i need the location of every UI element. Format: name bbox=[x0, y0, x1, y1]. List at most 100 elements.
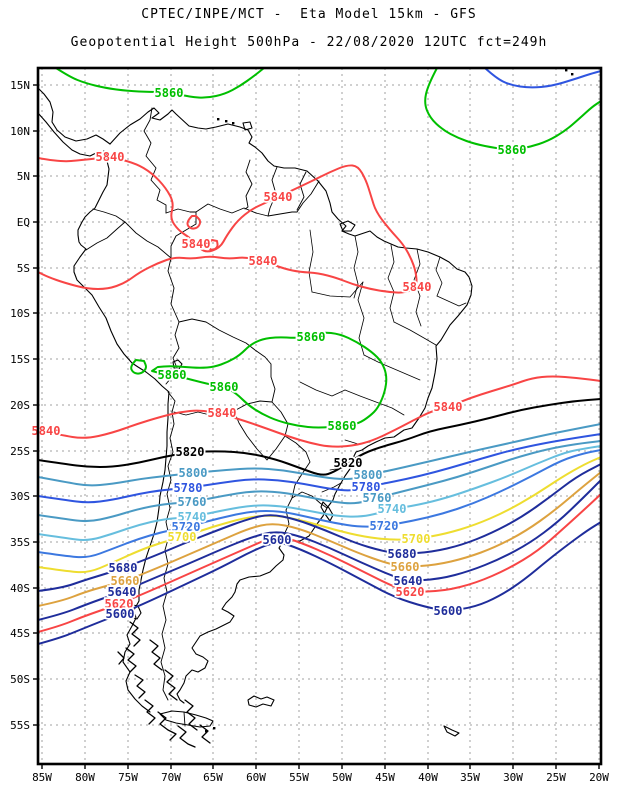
contour-5860-label: 5860 bbox=[155, 86, 184, 100]
island-outline bbox=[242, 121, 253, 131]
country-borders bbox=[85, 107, 328, 727]
y-axis-label: 10N bbox=[10, 125, 30, 138]
contour-5600-label: 5600 bbox=[434, 604, 463, 618]
contour-5860-label: 5860 bbox=[210, 380, 239, 394]
contour-5720-label: 5720 bbox=[172, 520, 201, 534]
contour-5860-line bbox=[55, 68, 265, 99]
state-borders bbox=[299, 229, 467, 493]
island-dot bbox=[213, 727, 216, 730]
contour-5720-line bbox=[38, 449, 601, 559]
contour-5680-label: 5680 bbox=[388, 547, 417, 561]
contour-5860-line bbox=[151, 331, 388, 429]
x-axis-label: 55W bbox=[289, 771, 309, 784]
coastline bbox=[109, 107, 473, 704]
contour-5700-label: 5700 bbox=[402, 532, 431, 546]
contour-5760-line bbox=[38, 440, 601, 523]
chart-title-line2: Geopotential Height 500hPa - 22/08/2020 … bbox=[70, 35, 548, 50]
contour-5780-label: 5780 bbox=[352, 480, 381, 494]
x-axis-label: 25W bbox=[546, 771, 566, 784]
y-axis-label: 45S bbox=[10, 627, 30, 640]
x-axis-label: 75W bbox=[118, 771, 138, 784]
y-axis-label: 20S bbox=[10, 399, 30, 412]
y-axis-label: 50S bbox=[10, 673, 30, 686]
x-axis-label: 30W bbox=[503, 771, 523, 784]
island-dot bbox=[232, 122, 235, 125]
map-frame bbox=[36, 66, 603, 766]
contour-5840-label: 5840 bbox=[264, 190, 293, 204]
y-axis-label: 5N bbox=[17, 170, 30, 183]
contour-5840-label: 5840 bbox=[403, 280, 432, 294]
island-dot bbox=[217, 118, 220, 121]
contour-5640-label: 5640 bbox=[108, 585, 137, 599]
contour-5840-line bbox=[38, 157, 418, 294]
contour-5760-label: 5760 bbox=[178, 495, 207, 509]
contour-5840-line bbox=[207, 239, 219, 251]
contour-5800-label: 5800 bbox=[354, 468, 383, 482]
y-axis-label: 5S bbox=[17, 262, 30, 275]
contour-5620-line bbox=[38, 493, 601, 633]
contour-5600-line bbox=[38, 521, 601, 645]
y-axis-label: 35S bbox=[10, 536, 30, 549]
y-axis-label: 15S bbox=[10, 353, 30, 366]
contour-labels: 5860 5860 5860 5860 5860 5860 5840 5840 5840 5840… bbox=[30, 84, 528, 623]
lat-lon-grid bbox=[38, 68, 601, 764]
contour-5840-line bbox=[38, 375, 601, 448]
contour-5680-line bbox=[38, 463, 601, 592]
contour-5720-label: 5720 bbox=[370, 519, 399, 533]
axis-ticks bbox=[33, 84, 600, 769]
contour-5740-line bbox=[38, 445, 601, 541]
contour-5860-label: 5860 bbox=[498, 143, 527, 157]
y-axis-label: 25S bbox=[10, 445, 30, 458]
contour-5840-label: 5840 bbox=[32, 424, 61, 438]
island-dot bbox=[565, 69, 568, 72]
contour-5680-label: 5680 bbox=[109, 561, 138, 575]
contour-5860-label: 5860 bbox=[297, 330, 326, 344]
x-axis-label: 85W bbox=[32, 771, 52, 784]
contour-5620-label: 5620 bbox=[396, 585, 425, 599]
contour-5620-label: 5620 bbox=[105, 597, 134, 611]
contour-5840-label: 5840 bbox=[249, 254, 278, 268]
contour-5700-line bbox=[38, 456, 601, 574]
contour-5800-label: 5800 bbox=[179, 466, 208, 480]
contour-5860-line bbox=[424, 68, 601, 151]
island-dot bbox=[205, 730, 208, 733]
x-axis-label: 65W bbox=[203, 771, 223, 784]
x-axis-label: 40W bbox=[418, 771, 438, 784]
contour-5700-label: 5700 bbox=[168, 530, 197, 544]
y-axis-label: 40S bbox=[10, 582, 30, 595]
contour-5860-label: 5860 bbox=[158, 368, 187, 382]
contour-5660-line bbox=[38, 471, 601, 607]
x-axis-label: 70W bbox=[161, 771, 181, 784]
island-outline bbox=[159, 710, 214, 728]
contour-5800-line bbox=[38, 423, 601, 487]
contour-5860-line bbox=[130, 359, 147, 375]
contour-5760-label: 5760 bbox=[363, 491, 392, 505]
contour-5780-label: 5780 bbox=[174, 481, 203, 495]
contour-5820-line bbox=[38, 398, 601, 476]
island-dot bbox=[225, 120, 228, 123]
contour-5840-label: 5840 bbox=[434, 400, 463, 414]
contour-5840-line bbox=[186, 215, 202, 230]
fjord-coastline bbox=[117, 621, 211, 748]
geography-layer bbox=[38, 69, 574, 748]
y-axis-label: 55S bbox=[10, 719, 30, 732]
contour-5780-line bbox=[38, 433, 601, 504]
y-axis-label: 10S bbox=[10, 307, 30, 320]
contour-5600-label: 5600 bbox=[263, 533, 292, 547]
contour-5840-label: 5840 bbox=[208, 406, 237, 420]
contour-5740-label: 5740 bbox=[178, 510, 207, 524]
y-axis-label: 15N bbox=[10, 79, 30, 92]
x-axis-label: 35W bbox=[460, 771, 480, 784]
contour-5840-label: 5840 bbox=[96, 150, 125, 164]
contour-5820-label: 5820 bbox=[176, 445, 205, 459]
contour-lines bbox=[38, 68, 601, 645]
contour-5740-label: 5740 bbox=[378, 502, 407, 516]
contour-5840-label: 5840 bbox=[182, 237, 211, 251]
coastline bbox=[38, 112, 105, 157]
x-axis-label: 50W bbox=[332, 771, 352, 784]
contour-5600-label: 5600 bbox=[106, 607, 135, 621]
contour-5820-label: 5820 bbox=[334, 456, 363, 470]
coastline bbox=[38, 87, 111, 145]
